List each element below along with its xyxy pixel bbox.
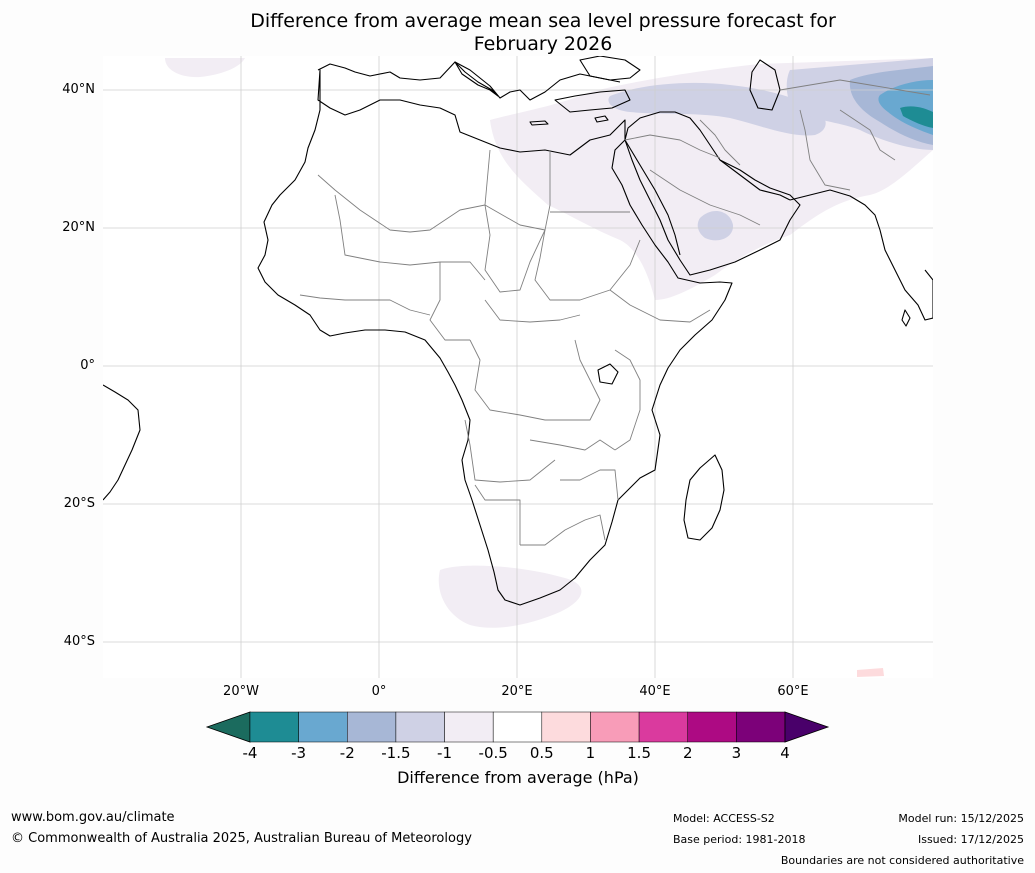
border-afghanistan <box>839 109 896 161</box>
caspian-sea <box>749 59 781 111</box>
colorbar-tick-label: -2 <box>339 744 355 762</box>
colorbar-tick-label: 4 <box>780 744 790 762</box>
footer-disclaimer: Boundaries are not considered authoritat… <box>780 854 1024 867</box>
black-sea-coast <box>579 56 641 81</box>
red-sea <box>624 139 681 256</box>
border-middle-east <box>624 134 721 159</box>
coastlines <box>103 56 933 606</box>
gulf-coast <box>719 159 791 201</box>
border-angola <box>464 419 556 483</box>
anomaly-region-north <box>165 58 245 78</box>
colorbar-tick-label: -3 <box>291 744 307 762</box>
anomaly-region-ne-4 <box>900 106 933 128</box>
arabia-coastline <box>624 111 801 276</box>
colorbar-tick-label: -1.5 <box>381 744 411 762</box>
lat-label-20s: 20°S <box>63 496 95 511</box>
colorbar-segment <box>298 711 348 743</box>
colorbar-label: Difference from average (hPa) <box>397 768 639 787</box>
colorbar-tick-label: 1.5 <box>627 744 651 762</box>
anomaly-region-south-atlantic <box>438 565 582 628</box>
colorbar-segment <box>638 711 688 743</box>
colorbar-tick-label: 3 <box>731 744 742 762</box>
colorbar-tick-label: -4 <box>242 744 258 762</box>
border-namibia-botswana <box>474 484 521 545</box>
title-line-2: February 2026 <box>473 33 613 55</box>
footer-model: Model: ACCESS-S2 <box>673 812 775 825</box>
footer-copyright: © Commonwealth of Australia 2025, Austra… <box>11 831 472 846</box>
footer-issued: Issued: 17/12/2025 <box>917 833 1024 846</box>
colorbar-tick-label: -1 <box>437 744 453 762</box>
colorbar-segment <box>687 711 737 743</box>
colorbar-segment <box>347 711 397 743</box>
anomaly-region-pink <box>857 668 884 677</box>
lon-label-60e: 60°E <box>777 684 809 699</box>
title-line-1: Difference from average mean sea level p… <box>250 10 836 32</box>
colorbar-tick-label: 0.5 <box>529 744 554 762</box>
lon-label-40e: 40°E <box>639 684 671 699</box>
border-zimbabwe-moz <box>560 469 619 501</box>
italy-coastline <box>454 61 499 97</box>
border-iran-iraq <box>699 119 741 166</box>
border-kenya-tanzania <box>614 349 641 451</box>
colorbar-tick-label: -0.5 <box>478 744 508 762</box>
country-borders <box>299 79 931 546</box>
border-zambia <box>529 439 616 451</box>
lon-label-0: 0° <box>371 684 387 699</box>
border-central-asia <box>779 79 931 96</box>
border-iran-east <box>799 109 851 191</box>
cyprus <box>594 115 609 123</box>
colorbar-segment <box>444 711 494 743</box>
africa-coastline <box>257 69 733 606</box>
colorbar-segment <box>590 711 640 743</box>
border-car <box>484 299 581 323</box>
border-chad <box>484 204 546 293</box>
south-america-coastline <box>103 384 141 501</box>
border-saudi <box>649 169 761 226</box>
chart-title: Difference from average mean sea level p… <box>0 10 1035 56</box>
lat-label-40s: 40°S <box>63 634 95 649</box>
colorbar-arrow-high <box>784 711 830 743</box>
lat-label-40n: 40°N <box>62 82 95 97</box>
lat-label-20n: 20°N <box>62 220 95 235</box>
border-mali-niger <box>334 194 486 281</box>
border-algeria <box>317 149 491 233</box>
turkey-coast <box>554 89 631 113</box>
colorbar-segment <box>736 711 786 743</box>
border-ethiopia <box>609 289 711 323</box>
crete <box>529 120 549 126</box>
footer-base-period: Base period: 1981-2018 <box>673 833 806 846</box>
colorbar-arrow-low <box>205 711 251 743</box>
colorbar-segment <box>492 711 543 743</box>
colorbar-tick-label: 2 <box>682 744 693 762</box>
lake-victoria <box>597 363 619 385</box>
border-south-africa <box>520 514 606 546</box>
border-sudan <box>534 229 641 301</box>
europe-coastline <box>317 61 621 101</box>
colorbar-tick-label: 1 <box>585 744 596 762</box>
anomaly-region-east-1.5 <box>608 82 826 136</box>
madagascar-coastline <box>683 454 725 541</box>
colorbar-segment <box>395 711 445 743</box>
border-drc <box>469 339 601 421</box>
iran-india-coast <box>789 189 933 321</box>
footer-website: www.bom.gov.au/climate <box>11 810 175 825</box>
border-west-africa <box>299 294 431 316</box>
footer-model-run: Model run: 15/12/2025 <box>898 812 1024 825</box>
anomaly-region-arabia-1.5 <box>697 210 734 241</box>
colorbar-segment <box>541 711 591 743</box>
sri-lanka <box>901 309 911 327</box>
lon-label-20w: 20°W <box>223 684 259 699</box>
colorbar-segment <box>249 711 299 743</box>
map-panel <box>103 56 933 678</box>
anomaly-shading <box>165 58 933 677</box>
lat-label-0: 0° <box>80 358 95 373</box>
lon-label-20e: 20°E <box>501 684 533 699</box>
colorbar <box>205 711 830 743</box>
border-nigeria-cameroon <box>429 262 470 341</box>
